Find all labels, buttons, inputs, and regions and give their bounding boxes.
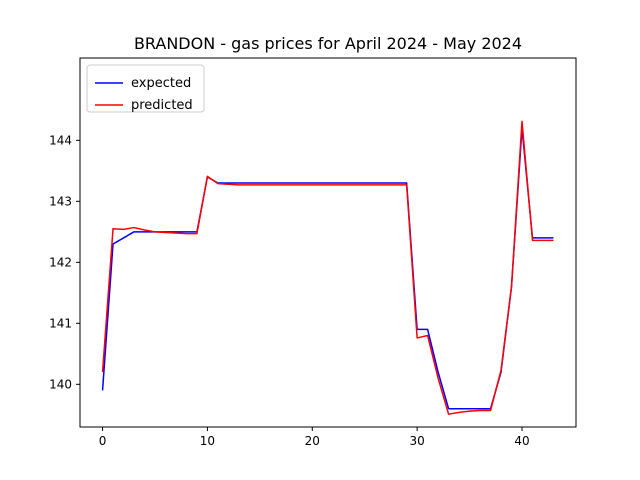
chart-title: BRANDON - gas prices for April 2024 - Ma… [134, 34, 522, 53]
series-layer [101, 120, 554, 415]
legend: expected predicted [86, 64, 205, 113]
axes-frame [79, 57, 577, 428]
series-line-predicted [101, 120, 554, 415]
y-axis: 140 141 142 143 144 [49, 133, 80, 391]
x-tick-label: 20 [305, 434, 320, 448]
y-tick-label: 142 [49, 255, 72, 269]
x-tick-label: 30 [409, 434, 424, 448]
y-tick-label: 141 [49, 316, 72, 330]
series-line-expected [101, 127, 554, 410]
x-tick-label: 40 [514, 434, 529, 448]
y-tick-label: 140 [49, 377, 72, 391]
legend-label-expected: expected [131, 76, 191, 91]
x-axis: 0 10 20 30 40 [99, 427, 530, 448]
x-tick-label: 0 [99, 434, 107, 448]
legend-box [86, 64, 205, 113]
legend-label-predicted: predicted [131, 98, 193, 113]
y-tick-label: 144 [49, 133, 72, 147]
x-tick-label: 10 [200, 434, 215, 448]
y-tick-label: 143 [49, 194, 72, 208]
